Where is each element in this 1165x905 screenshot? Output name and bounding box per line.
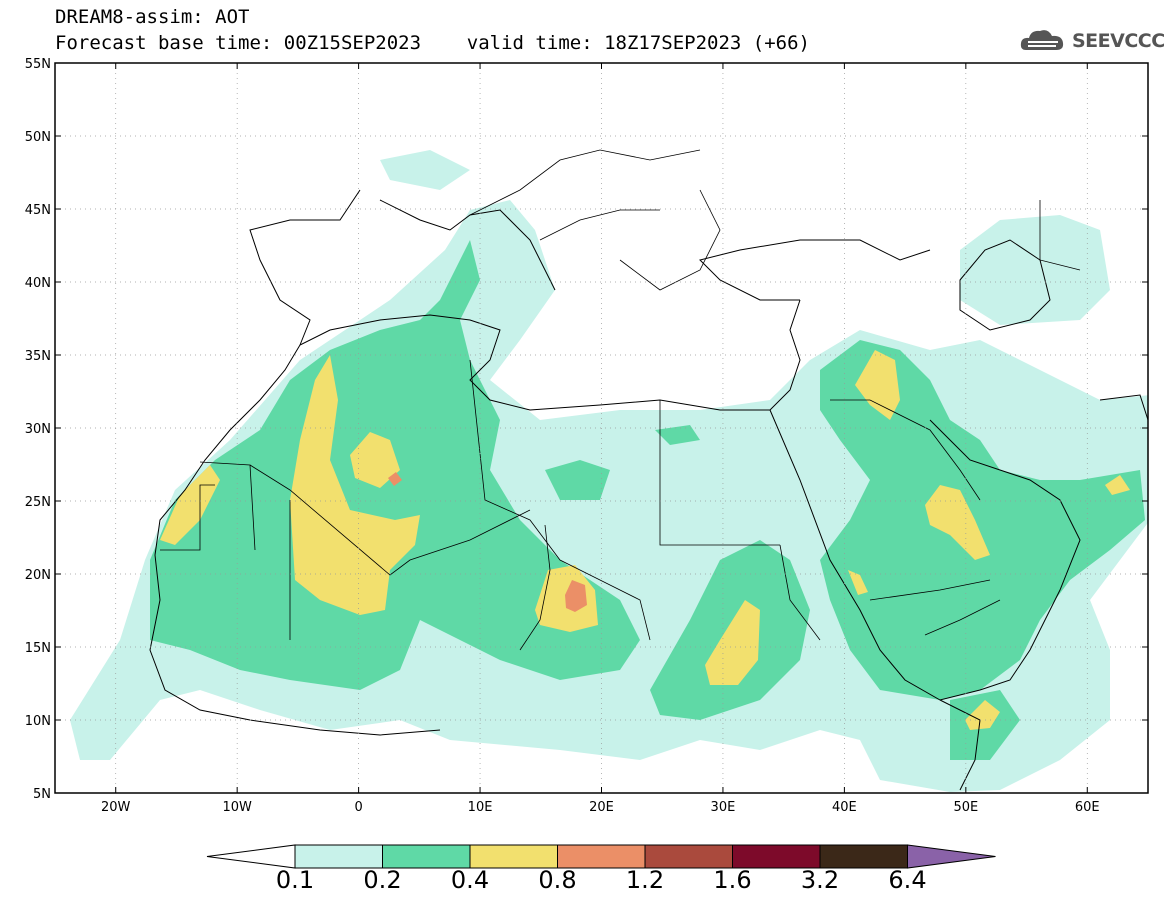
cloud-icon <box>1020 30 1064 50</box>
colorbar-label: 0.2 <box>363 866 402 894</box>
lat-label: 5N <box>33 787 51 802</box>
lon-label: 20W <box>101 800 131 815</box>
lat-label: 10N <box>25 714 51 729</box>
lat-label: 15N <box>25 641 51 656</box>
lat-label: 20N <box>25 568 51 583</box>
map-title: DREAM8-assim: AOT <box>55 6 250 28</box>
lon-label: 10W <box>222 800 252 815</box>
colorbar <box>206 844 996 869</box>
colorbar-segment <box>557 844 646 869</box>
colorbar-label: 0.8 <box>538 866 577 894</box>
aot-0.8-1.2-area <box>388 472 587 612</box>
seevccc-logo: SEEVCCC <box>1072 30 1165 52</box>
lon-label: 40E <box>832 800 857 815</box>
lat-label: 55N <box>25 57 51 72</box>
colorbar-label: 0.4 <box>450 866 490 894</box>
colorbar-label: 1.2 <box>625 866 665 894</box>
lat-label: 35N <box>25 349 51 364</box>
colorbar-low-arrow <box>206 844 296 869</box>
map-grid <box>55 63 1148 793</box>
lon-label: 30E <box>711 800 736 815</box>
lon-label: 60E <box>1075 800 1100 815</box>
colorbar-label: 1.6 <box>713 866 752 894</box>
lat-label: 45N <box>25 203 51 218</box>
lat-label: 30N <box>25 422 51 437</box>
colorbar-high-arrow <box>907 844 996 869</box>
longitude-labels: 20W 10W 0 10E 20E 30E 40E 50E 60E <box>101 800 1100 815</box>
lat-label: 50N <box>25 130 51 145</box>
colorbar-label: 0.1 <box>275 866 315 894</box>
coastlines <box>149 189 1148 791</box>
aot-fields <box>70 150 1148 792</box>
lat-label: 25N <box>25 495 51 510</box>
colorbar-segment <box>382 844 471 869</box>
colorbar-label: 6.4 <box>888 866 927 894</box>
colorbar-segment <box>819 844 908 869</box>
colorbar-segment <box>469 844 558 869</box>
latitude-labels: 55N 50N 45N 40N 35N 30N 25N 20N 15N 10N 5N <box>25 57 51 802</box>
lat-label: 40N <box>25 276 51 291</box>
lon-label: 20E <box>589 800 614 815</box>
colorbar-label: 3.2 <box>800 866 840 894</box>
colorbar-segment <box>294 844 383 869</box>
colorbar-segment <box>644 844 733 869</box>
forecast-times: Forecast base time: 00Z15SEP2023 valid t… <box>55 32 810 54</box>
lon-label: 50E <box>953 800 978 815</box>
lon-label: 0 <box>354 800 362 815</box>
country-borders <box>160 149 1081 651</box>
lon-label: 10E <box>468 800 493 815</box>
colorbar-segment <box>732 844 821 869</box>
axis-ticks <box>55 62 1148 794</box>
